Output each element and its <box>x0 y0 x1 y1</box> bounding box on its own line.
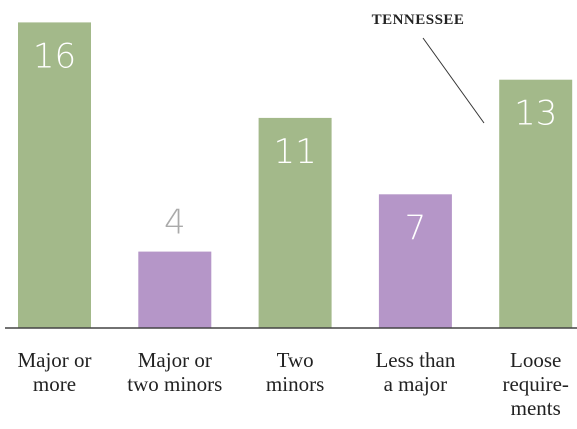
x-tick-label: Less than <box>375 348 455 372</box>
bar <box>18 22 91 329</box>
bar <box>258 117 332 329</box>
value-label: 16 <box>33 36 76 76</box>
x-tick-label: Major or <box>17 348 91 372</box>
value-label: 13 <box>514 94 557 134</box>
x-tick-label: ments <box>511 396 561 420</box>
x-tick-label: more <box>33 372 76 396</box>
x-tick-label: require- <box>502 372 568 396</box>
bar <box>138 251 212 328</box>
x-tick-label: two minors <box>127 372 222 396</box>
x-tick-label: Major or <box>138 348 212 372</box>
annotation: TENNESSEE <box>372 12 465 28</box>
x-tick-label: Two <box>277 348 314 372</box>
value-label: 7 <box>405 208 427 248</box>
x-tick-label: minors <box>266 372 324 396</box>
bar <box>378 194 452 328</box>
annotation-line <box>422 37 485 124</box>
value-label: 11 <box>273 132 316 172</box>
bar <box>499 79 573 328</box>
value-label: 4 <box>164 203 186 243</box>
x-tick-label: Loose <box>510 348 561 372</box>
x-tick-label: a major <box>384 372 448 396</box>
